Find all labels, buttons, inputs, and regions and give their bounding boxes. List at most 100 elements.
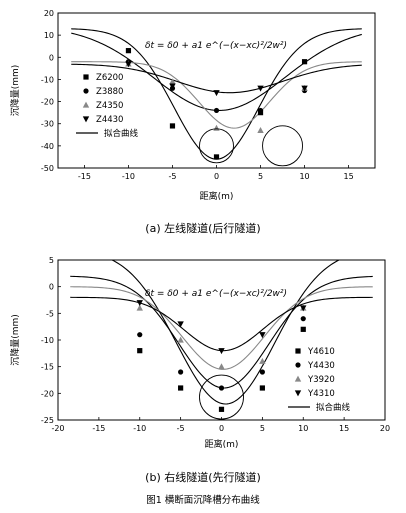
x-tick-label: 0 (219, 424, 224, 433)
data-point-z4430 (301, 85, 308, 92)
x-tick-label: -20 (51, 424, 64, 433)
legend-label-y4610: Y4610 (307, 347, 335, 357)
legend-marker-y4310 (294, 390, 302, 397)
legend-label-fit: 拟合曲线 (104, 128, 139, 139)
y-tick-label: -15 (41, 363, 54, 372)
fit-curve-y4310 (70, 296, 373, 352)
legend-label-z6200: Z6200 (96, 73, 123, 83)
y-tick-label: -10 (41, 336, 54, 345)
legend-label-z4430: Z4430 (96, 115, 123, 125)
x-tick-label: 5 (258, 172, 263, 181)
data-point-z6200 (125, 48, 132, 54)
y-tick-label: -20 (41, 98, 54, 107)
y-tick-label: -30 (41, 120, 54, 129)
data-point-y3920 (259, 357, 266, 364)
data-point-y4610 (218, 406, 225, 412)
data-point-z4350 (257, 126, 264, 133)
annotation-circle (262, 125, 303, 167)
x-tick-label: -15 (92, 424, 105, 433)
data-point-z3880 (257, 107, 264, 114)
legend-label-y3920: Y3920 (307, 375, 335, 385)
y-tick-label: 0 (49, 53, 54, 62)
annotation-circle (199, 128, 234, 164)
x-tick-label: 10 (298, 424, 308, 433)
y-tick-label: -50 (41, 164, 54, 173)
y-tick-label: 0 (49, 283, 54, 292)
x-tick-label: -15 (78, 172, 91, 181)
fit-curve-y3920 (70, 286, 373, 370)
plot-frame (57, 259, 386, 421)
fit-formula: δt = δ0 + a1 e^(−(x−xc)²/2w²) (145, 41, 287, 51)
y-tick-label: 10 (44, 31, 54, 40)
legend-marker-z6200 (83, 74, 89, 80)
panel-b: -20 -15 -10 -5 0 5 10 15 2050-5-10-15-20-25距离(m)… (9, 256, 390, 484)
data-point-y4430 (300, 316, 306, 322)
data-point-y3920 (136, 304, 143, 311)
legend-label-fit: 拟合曲线 (316, 402, 351, 413)
data-point-z6200 (169, 123, 176, 129)
legend-marker-y3920 (294, 375, 302, 382)
data-point-z4430 (213, 90, 220, 97)
x-tick-label: 15 (339, 424, 349, 433)
data-point-y4430 (218, 385, 225, 391)
data-point-z4350 (213, 124, 220, 131)
figure-caption: 图1 横断面沉降槽分布曲线 (146, 494, 260, 506)
data-point-y4430 (137, 332, 143, 338)
y-tick-label: -20 (41, 389, 54, 398)
x-tick-label: 5 (260, 424, 265, 433)
legend: Y4610 Y4430 Y3920 Y4310 拟合曲线 (288, 347, 351, 413)
y-tick-label: -10 (41, 75, 54, 84)
panel-a: -15 -10 -5 0 5 10 1520100-10-20-30-40-50距离(m)沉… (9, 9, 376, 235)
legend-marker-z4430 (82, 116, 90, 123)
data-point-y4610 (137, 348, 143, 354)
data-point-y4310 (136, 300, 143, 307)
data-point-y4430 (178, 369, 184, 375)
panel-caption: (b) 右线隧道(先行隧道) (145, 470, 261, 484)
data-point-y3920 (177, 336, 184, 343)
x-tick-label: 15 (343, 172, 353, 181)
x-tick-label: -5 (168, 172, 176, 181)
legend-marker-y4430 (295, 362, 301, 368)
y-tick-label: -25 (41, 416, 54, 425)
data-point-z4350 (169, 78, 176, 85)
data-point-y4310 (177, 321, 184, 328)
y-axis-label: 沉降量(mm) (9, 65, 21, 117)
x-tick-label: -10 (122, 172, 135, 181)
y-tick-label: -40 (41, 142, 54, 151)
annotation-circle (199, 374, 244, 420)
x-tick-label: 0 (214, 172, 219, 181)
x-tick-label: -10 (133, 424, 146, 433)
legend-marker-z4350 (82, 101, 90, 108)
legend-marker-y4610 (295, 348, 301, 354)
fit-curve-z4350 (71, 61, 362, 129)
legend-label-y4430: Y4430 (307, 361, 335, 371)
legend-label-y4310: Y4310 (307, 389, 335, 399)
legend-label-z4350: Z4350 (96, 101, 123, 111)
data-point-y4610 (259, 385, 265, 391)
y-axis-label: 沉降量(mm) (9, 314, 21, 366)
data-point-y3920 (218, 363, 225, 370)
x-axis-label: 距离(m) (200, 190, 234, 202)
data-point-y4310 (259, 332, 266, 339)
data-point-z3880 (213, 107, 220, 114)
data-point-z4430 (169, 83, 176, 90)
x-axis-label: 距离(m) (205, 438, 239, 450)
y-tick-label: 20 (44, 9, 54, 18)
legend-marker-z3880 (83, 88, 89, 94)
data-point-z6200 (213, 154, 220, 160)
x-tick-label: 10 (299, 172, 309, 181)
data-point-z4430 (257, 85, 264, 92)
x-tick-label: 20 (380, 424, 390, 433)
data-point-y4310 (300, 305, 307, 312)
data-point-y4610 (178, 385, 184, 391)
data-point-y4610 (300, 326, 306, 332)
y-tick-label: 5 (49, 256, 54, 265)
fit-curve-y4610 (110, 260, 341, 405)
data-point-y4430 (259, 369, 265, 375)
panel-caption: (a) 左线隧道(后行隧道) (145, 221, 260, 235)
legend-label-z3880: Z3880 (96, 87, 123, 97)
legend: Z6200 Z3880 Z4350 Z4430 拟合曲线 (76, 73, 139, 139)
y-tick-label: -5 (46, 309, 54, 318)
data-point-z4430 (125, 61, 132, 68)
